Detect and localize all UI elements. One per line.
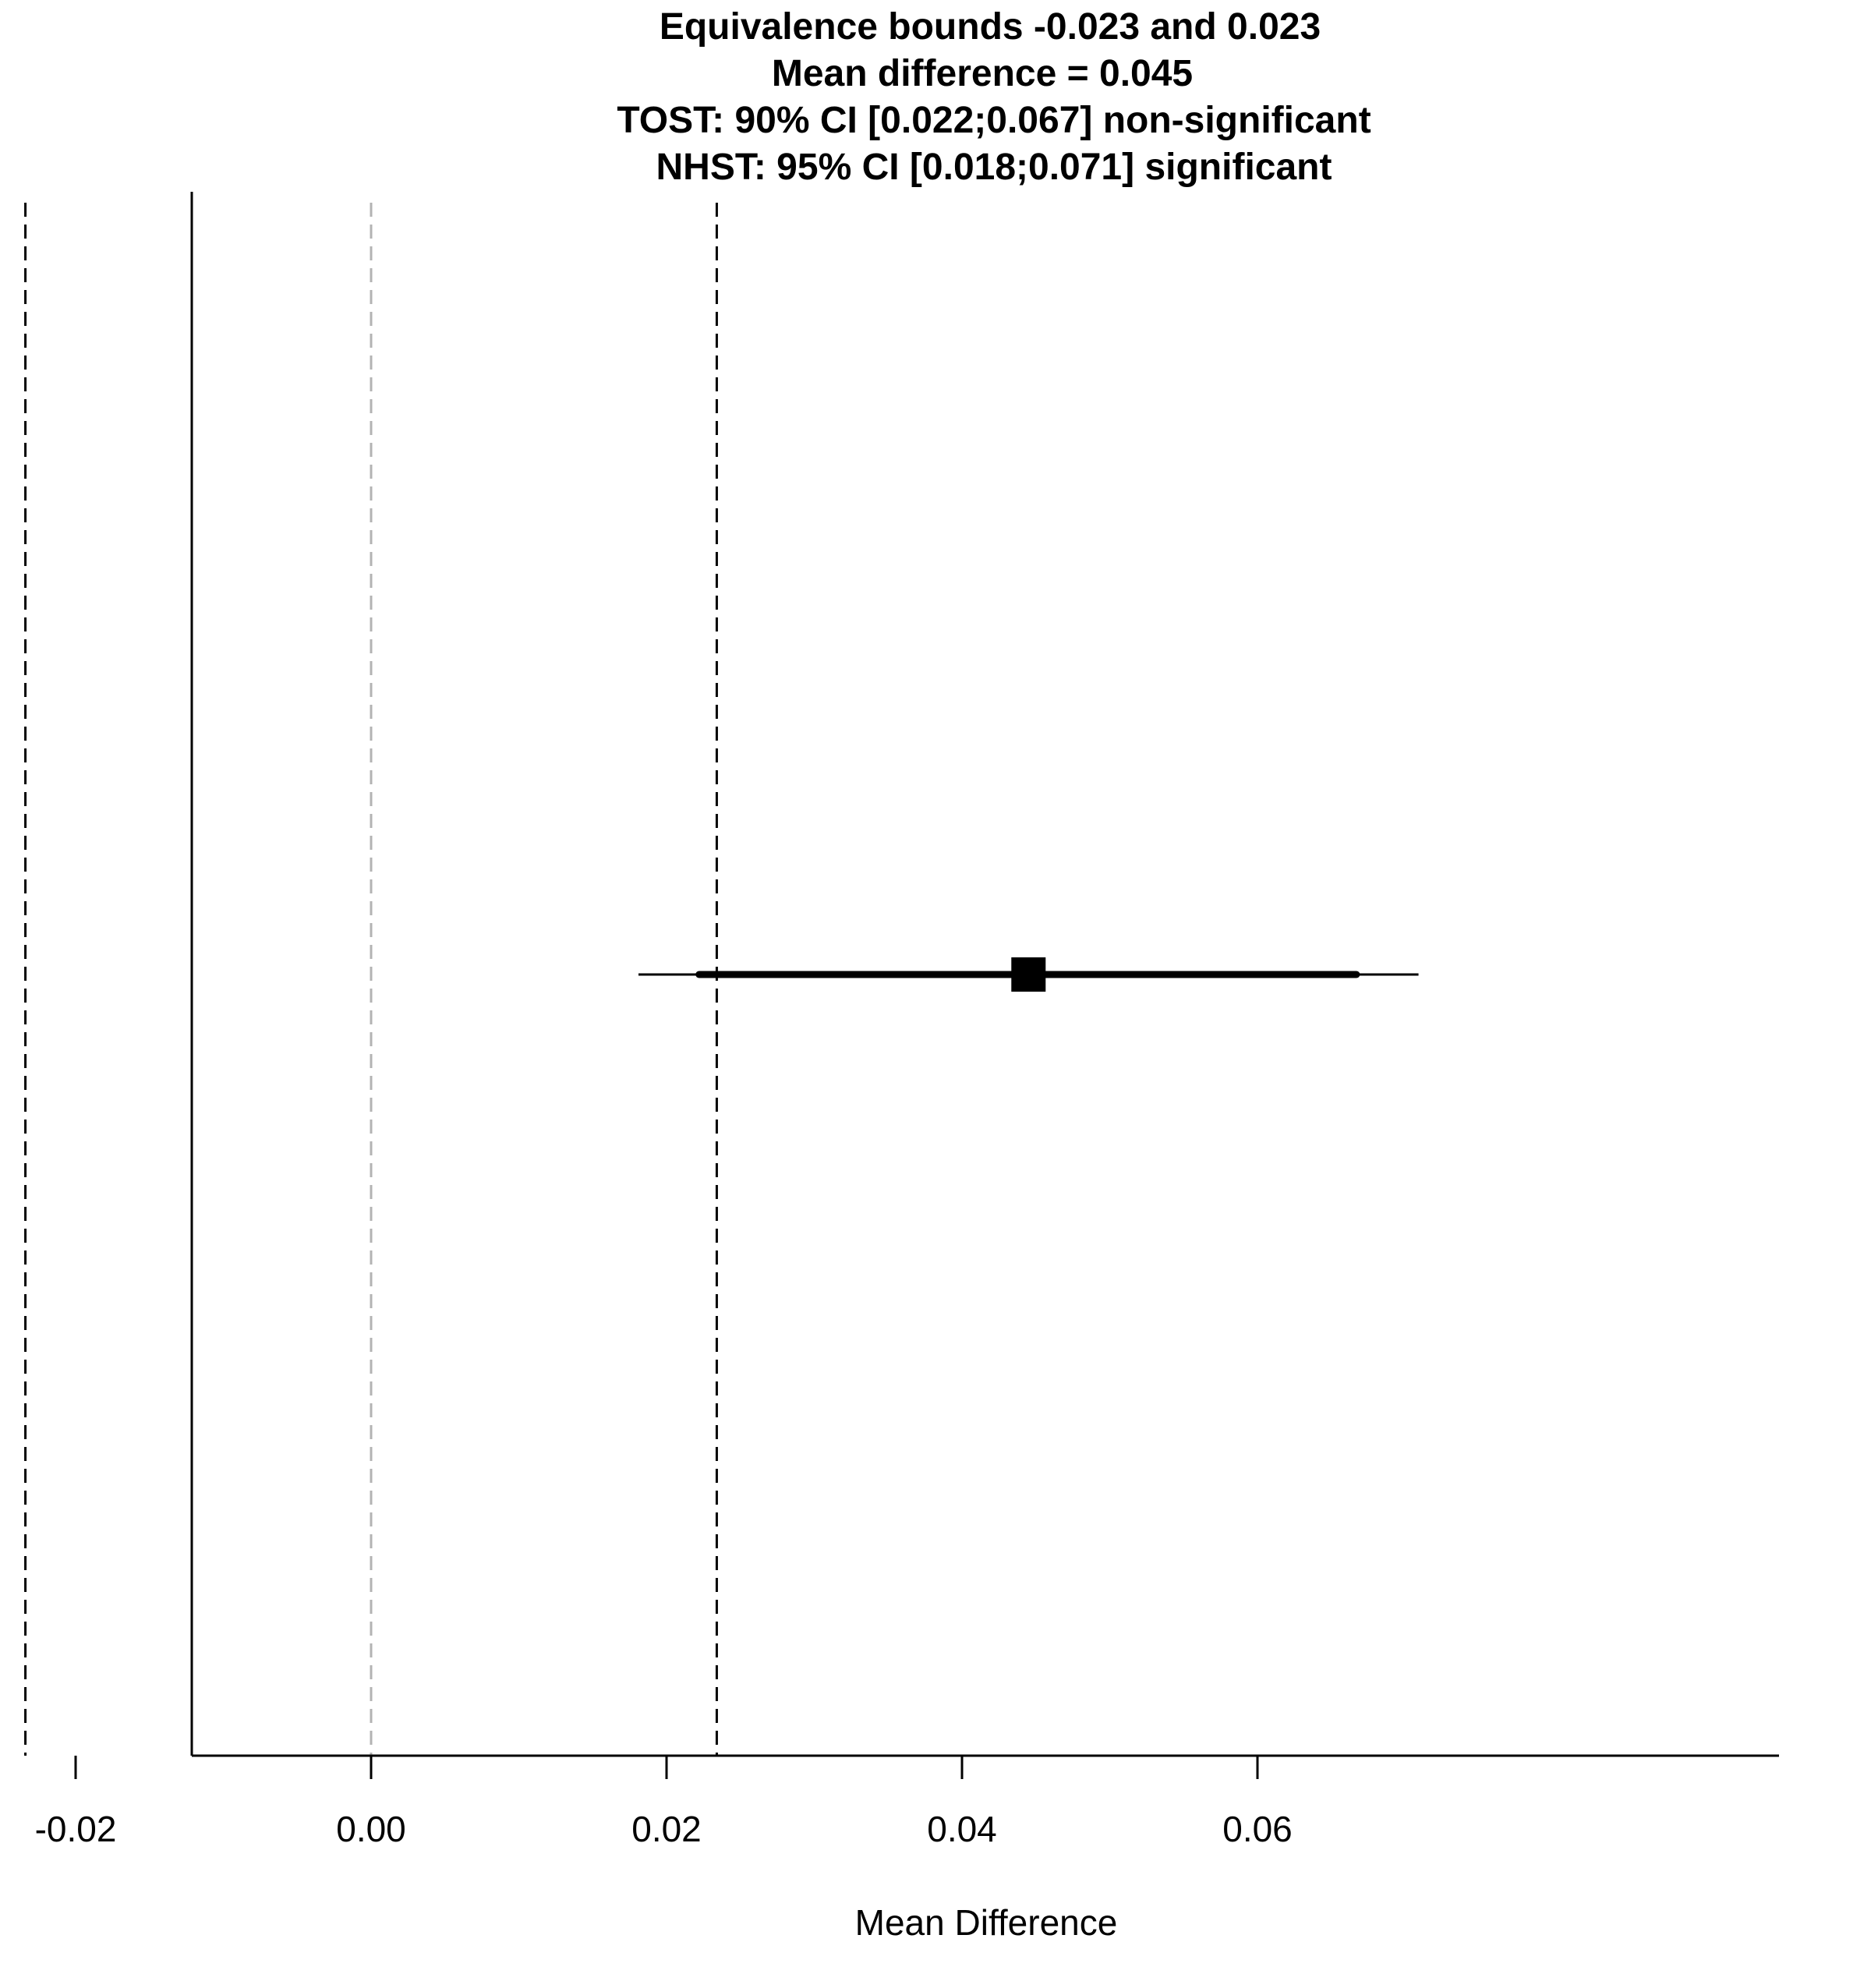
x-tick-label: -0.02	[35, 1809, 117, 1849]
x-tick-label: 0.02	[631, 1809, 702, 1849]
title-line-3: TOST: 90% CI [0.022;0.067] non-significa…	[617, 100, 1371, 141]
mean-difference-point	[1011, 957, 1046, 992]
x-axis: -0.02 0.00 0.02 0.04 0.06	[35, 192, 1779, 1849]
title-line-2: Mean difference = 0.045	[772, 53, 1193, 94]
x-tick-label: 0.06	[1222, 1809, 1293, 1849]
chart-title: Equivalence bounds -0.023 and 0.023 Mean…	[617, 6, 1371, 188]
title-line-1: Equivalence bounds -0.023 and 0.023	[660, 6, 1321, 48]
x-tick-label: 0.00	[336, 1809, 406, 1849]
x-tick-label: 0.04	[927, 1809, 997, 1849]
title-line-4: NHST: 95% CI [0.018;0.071] significant	[656, 147, 1332, 188]
x-axis-label: Mean Difference	[855, 1902, 1118, 1943]
plot-area	[24, 203, 1419, 1756]
